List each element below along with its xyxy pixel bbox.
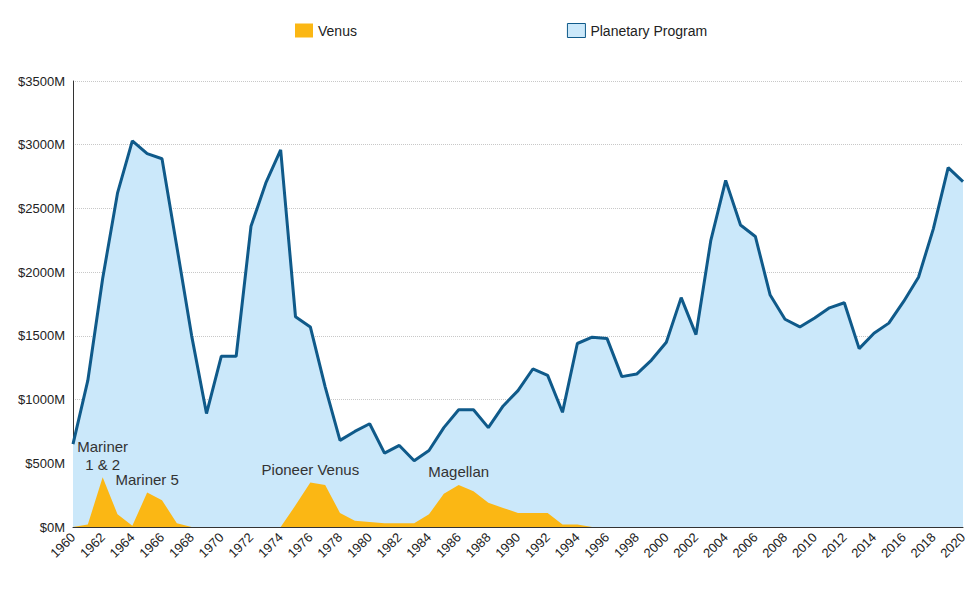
svg-text:1996: 1996: [581, 530, 612, 561]
svg-text:$1000M: $1000M: [18, 392, 65, 407]
svg-text:1984: 1984: [403, 530, 434, 561]
svg-text:$2000M: $2000M: [18, 265, 65, 280]
svg-text:1962: 1962: [77, 530, 108, 561]
svg-text:$3500M: $3500M: [18, 74, 65, 89]
svg-text:1998: 1998: [611, 530, 642, 561]
svg-text:$1500M: $1500M: [18, 328, 65, 343]
svg-text:Magellan: Magellan: [428, 463, 489, 480]
svg-text:$3000M: $3000M: [18, 137, 65, 152]
svg-text:1 & 2: 1 & 2: [85, 455, 121, 473]
svg-text:2010: 2010: [789, 530, 820, 561]
svg-text:Mariner 5: Mariner 5: [115, 471, 178, 488]
svg-text:1992: 1992: [522, 530, 553, 561]
svg-text:1960: 1960: [47, 530, 78, 561]
svg-text:1990: 1990: [492, 530, 523, 561]
svg-text:2006: 2006: [730, 530, 761, 561]
svg-text:Pioneer Venus: Pioneer Venus: [262, 461, 360, 478]
svg-text:2012: 2012: [819, 530, 850, 561]
svg-text:1994: 1994: [552, 530, 583, 561]
svg-text:2008: 2008: [759, 530, 790, 561]
svg-text:1988: 1988: [463, 530, 494, 561]
svg-text:Planetary Program: Planetary Program: [590, 23, 707, 39]
svg-text:$0M: $0M: [40, 520, 65, 535]
svg-text:1972: 1972: [225, 530, 256, 561]
svg-text:1970: 1970: [196, 530, 227, 561]
svg-text:1980: 1980: [344, 530, 375, 561]
svg-text:$2500M: $2500M: [18, 201, 65, 216]
svg-text:2020: 2020: [937, 530, 968, 561]
svg-text:1974: 1974: [255, 530, 286, 561]
svg-text:1986: 1986: [433, 530, 464, 561]
svg-text:Venus: Venus: [318, 23, 357, 39]
svg-text:2000: 2000: [641, 530, 672, 561]
svg-text:1968: 1968: [166, 530, 197, 561]
svg-text:2016: 2016: [878, 530, 909, 561]
svg-text:1964: 1964: [107, 530, 138, 561]
svg-text:1982: 1982: [374, 530, 405, 561]
svg-text:$500M: $500M: [25, 456, 65, 471]
svg-text:2004: 2004: [700, 530, 731, 561]
svg-text:2002: 2002: [670, 530, 701, 561]
svg-text:1966: 1966: [136, 530, 167, 561]
svg-text:Mariner: Mariner: [77, 438, 128, 455]
svg-text:1978: 1978: [314, 530, 345, 561]
svg-text:2014: 2014: [848, 530, 879, 561]
svg-text:2018: 2018: [908, 530, 939, 561]
svg-text:1976: 1976: [285, 530, 316, 561]
